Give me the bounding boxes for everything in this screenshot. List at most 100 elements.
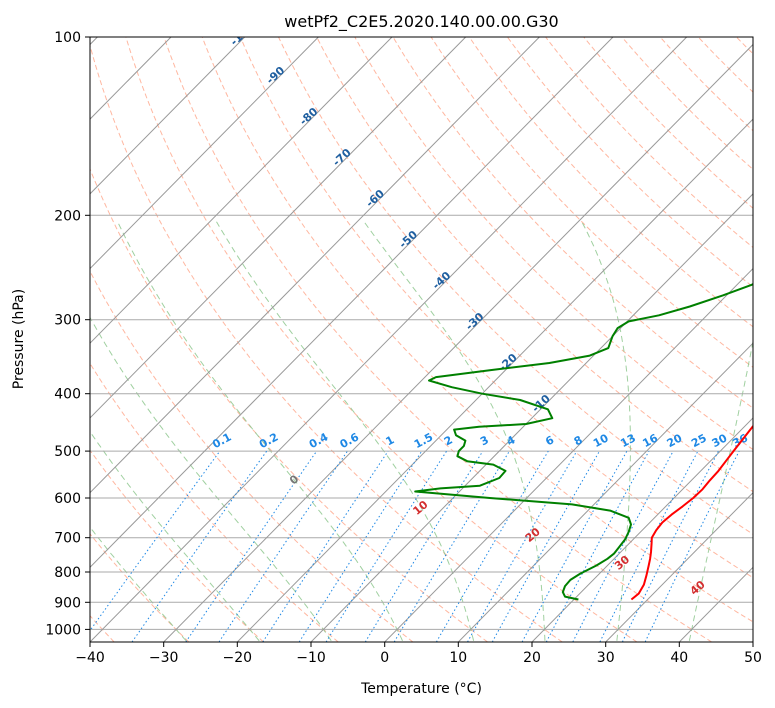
isotherm-label: -80 <box>297 105 321 128</box>
y-tick-label: 900 <box>54 595 81 611</box>
dry-adiabat-line <box>90 533 190 642</box>
isotherm-line <box>605 491 753 642</box>
isotherm-line <box>90 37 467 419</box>
mixing-ratio-line <box>185 450 318 642</box>
isotherm-line <box>90 37 393 344</box>
mixing-ratio-line <box>364 450 484 642</box>
y-tick-label: 100 <box>54 30 81 46</box>
y-tick-label: 800 <box>54 565 81 581</box>
isotherm-label: -20 <box>496 351 520 374</box>
y-tick-label: 1000 <box>45 622 81 638</box>
moist-adiabat-line <box>90 526 187 642</box>
isotherm-line <box>90 37 688 642</box>
y-tick-label: 200 <box>54 208 81 224</box>
moist-adiabat-line <box>363 221 546 641</box>
mixing-ratio-line <box>325 450 448 642</box>
dry-adiabat-line <box>697 37 753 93</box>
dry-adiabat-line <box>163 37 712 642</box>
moist-adiabats <box>90 221 753 642</box>
isotherm-line <box>678 566 753 642</box>
mixing-ratio-line <box>521 450 628 642</box>
background-line-labels: 0.1 0.2 0.4 0.6 1 1.5 2 3 4 6 8 10 13 16 20 25 30 36-100-… <box>210 20 750 598</box>
moist-adiabat-line <box>90 430 260 642</box>
dry-adiabat-line <box>125 37 638 642</box>
mixing-ratio-line <box>545 450 650 642</box>
isotherm-line <box>236 118 753 642</box>
dry-adiabat-line <box>583 37 753 209</box>
mixing-ratio-line <box>218 450 348 642</box>
isotherm-line <box>90 37 614 568</box>
isotherm-label: -50 <box>397 228 421 251</box>
theta-w-label: 30 <box>612 553 632 573</box>
isotherm-line <box>163 43 753 642</box>
dewpoint-profile-line <box>414 282 753 601</box>
isotherm-line <box>457 342 753 642</box>
mixing-ratio-line <box>621 450 719 642</box>
mixing-ratio-label: 10 <box>591 431 611 450</box>
dry-adiabat-line <box>90 270 414 642</box>
isotherm-label: -30 <box>463 310 487 333</box>
isotherm-label: -40 <box>430 269 454 292</box>
y-tick-label: 400 <box>54 387 81 403</box>
x-tick-label: −30 <box>149 650 179 666</box>
isotherm-label: -100 <box>228 20 257 48</box>
mixing-ratio-label: 20 <box>665 431 685 450</box>
isotherm-line <box>384 267 753 642</box>
y-tick-label: 700 <box>54 531 81 547</box>
dry-adiabat-line <box>545 37 753 249</box>
x-tick-label: 40 <box>670 650 688 666</box>
isotherm-label: -90 <box>264 64 288 87</box>
moist-adiabat-line <box>688 339 753 641</box>
dry-adiabat-line <box>430 37 753 368</box>
isotherm-line <box>90 37 246 195</box>
moist-adiabat-line <box>90 316 332 642</box>
mixing-ratio-label: 3 <box>478 433 491 448</box>
chart-title: wetPf2_C2E5.2020.140.00.00.G30 <box>284 12 558 32</box>
isotherm-label: -70 <box>330 146 354 169</box>
mixing-ratio-line <box>644 450 740 642</box>
x-tick-label: −20 <box>223 650 253 666</box>
x-axis-label: Temperature (°C) <box>360 681 482 697</box>
y-tick-label: 600 <box>54 491 81 507</box>
y-tick-label: 500 <box>54 444 81 460</box>
isotherm-line <box>752 641 753 642</box>
mixing-ratio-label: 2 <box>442 433 455 448</box>
dry-adiabat-line <box>239 37 753 579</box>
mixing-ratio-label: 30 <box>710 431 730 450</box>
mixing-ratio-label: 0.1 <box>210 430 233 451</box>
mixing-ratio-label: 13 <box>618 431 638 450</box>
x-tick-label: 30 <box>597 650 615 666</box>
dry-adiabat-line <box>354 37 753 451</box>
y-tick-label: 300 <box>54 313 81 329</box>
mixing-ratio-line <box>572 450 674 642</box>
mixing-ratio-line <box>467 450 578 642</box>
mixing-ratio-lines <box>90 450 740 642</box>
temperature-profile-line <box>630 424 753 601</box>
dry-adiabat-line <box>278 37 753 535</box>
isotherm-line <box>531 417 753 642</box>
moist-adiabat-line <box>117 221 403 642</box>
isotherm-line <box>90 37 319 270</box>
mixing-ratio-line <box>435 450 549 642</box>
dry-adiabat-line <box>90 167 488 642</box>
mixing-ratio-label: 1 <box>384 433 397 448</box>
mixing-ratio-label: 0.4 <box>307 430 331 451</box>
isobars <box>90 37 753 630</box>
dry-adiabat-line <box>621 37 753 170</box>
x-tick-label: −40 <box>75 650 105 666</box>
y-axis-ticks: 100 200 300 400 500 600 700 800 900 1000 <box>45 30 90 638</box>
theta-w-label: 10 <box>411 498 431 518</box>
mixing-ratio-line <box>90 450 221 632</box>
x-tick-label: 20 <box>523 650 541 666</box>
x-axis-ticks: −40 −30 −20 −10 0 10 20 30 40 50 <box>75 642 762 666</box>
mixing-ratio-line <box>599 450 699 642</box>
dry-adiabat-line <box>659 37 753 132</box>
theta-w-label: 40 <box>688 578 708 598</box>
dry-adiabat-line <box>392 37 753 409</box>
mixing-ratio-line <box>393 450 510 642</box>
mixing-ratio-line <box>491 450 600 642</box>
isotherms <box>90 37 753 642</box>
mixing-ratio-label: 0.2 <box>257 430 280 451</box>
dry-adiabat-line <box>506 37 753 288</box>
